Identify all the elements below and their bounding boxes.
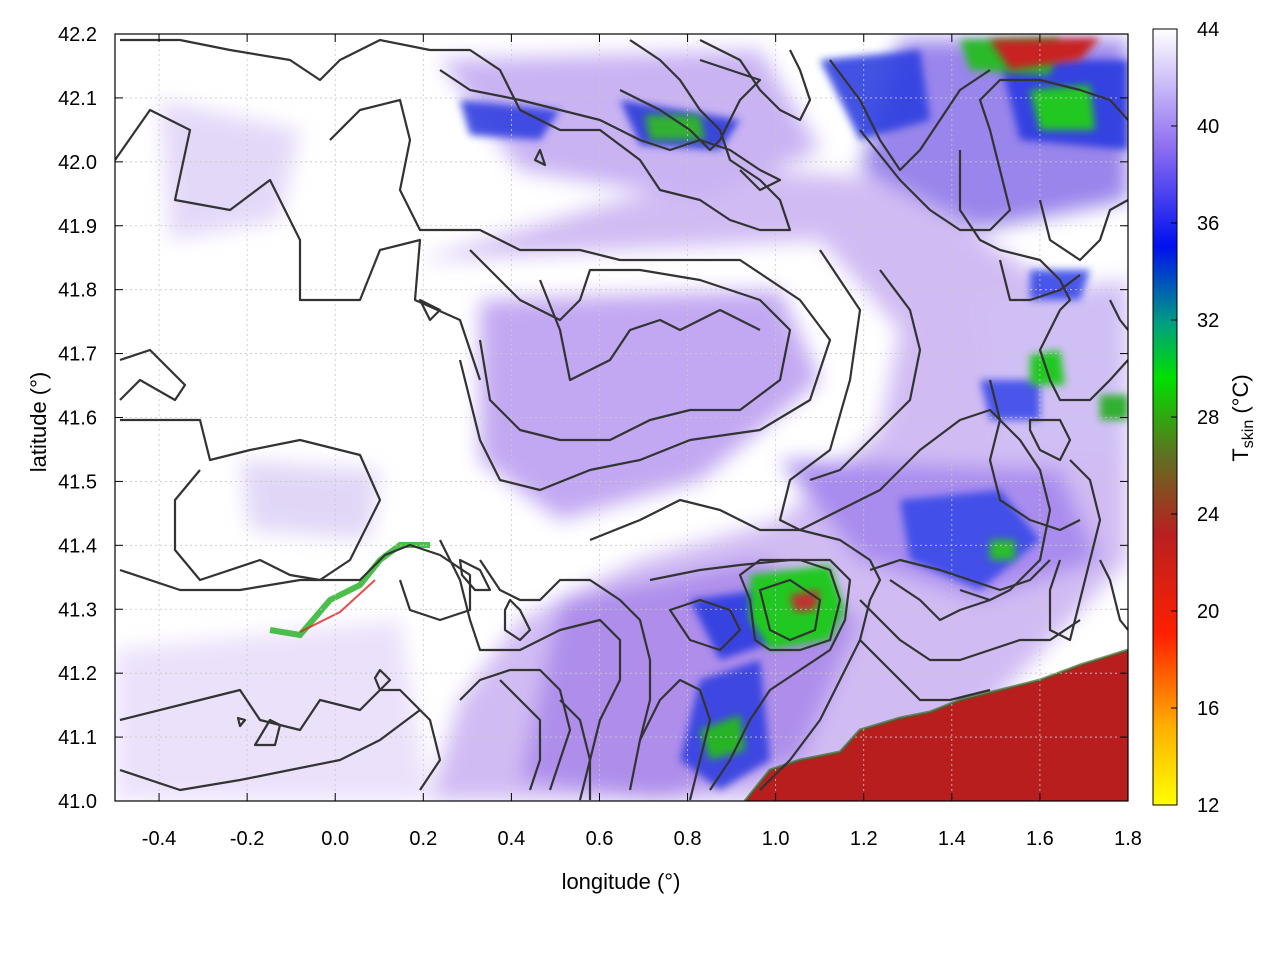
y-tick-label: 41.9 xyxy=(58,216,97,238)
colorbar-tick-label: 40 xyxy=(1197,116,1219,138)
x-tick-label: 1.0 xyxy=(762,828,790,850)
colorbar-title-unit: (°C) xyxy=(1228,374,1253,419)
x-tick-label: 0.6 xyxy=(586,828,614,850)
y-tick-label: 41.7 xyxy=(58,344,97,366)
y-tick-label: 41.2 xyxy=(58,663,97,685)
x-tick-label: 1.6 xyxy=(1026,828,1054,850)
y-axis-title: latitude (°) xyxy=(26,372,51,473)
colorbar-tick-label: 32 xyxy=(1197,310,1219,332)
colorbar-title: Tskin (°C) xyxy=(1228,374,1257,461)
y-tick-label: 41.1 xyxy=(58,727,97,749)
elevation-contours xyxy=(115,38,1128,801)
x-tick-label: 1.2 xyxy=(850,828,878,850)
colorbar-tick-label: 16 xyxy=(1197,698,1219,720)
y-tick-label: 41.0 xyxy=(58,791,97,813)
x-tick-label: 0.4 xyxy=(497,828,525,850)
colorbar-ticks: 12 16 20 24 28 32 36 40 44 xyxy=(1171,19,1219,817)
x-tick-label: 1.4 xyxy=(938,828,966,850)
y-tick-label: 41.3 xyxy=(58,599,97,621)
x-tick-label: 1.8 xyxy=(1114,828,1142,850)
colorbar-tick-label: 44 xyxy=(1197,19,1219,41)
x-tick-label: -0.4 xyxy=(142,828,176,850)
y-tick-label: 42.1 xyxy=(58,88,97,110)
y-tick-label: 42.2 xyxy=(58,24,97,46)
y-tick-label: 41.5 xyxy=(58,471,97,493)
colorbar-tick-label: 24 xyxy=(1197,504,1219,526)
y-tick-label: 41.6 xyxy=(58,408,97,430)
x-axis-title: longitude (°) xyxy=(562,869,681,894)
x-tick-label: -0.2 xyxy=(230,828,264,850)
colorbar-tick-label: 20 xyxy=(1197,601,1219,623)
y-tick-label: 41.4 xyxy=(58,535,97,557)
colorbar-tick-label: 12 xyxy=(1197,795,1219,817)
colorbar-title-sub: skin xyxy=(1240,420,1257,448)
colorbar-title-main: T xyxy=(1228,448,1253,461)
x-axis: -0.4 -0.2 0.0 0.2 0.4 0.6 0.8 1.0 1.2 1.4 1.6 1.8 xyxy=(142,34,1142,850)
sea-area xyxy=(745,650,1128,801)
x-tick-label: 0.8 xyxy=(674,828,702,850)
y-axis: 41.0 41.1 41.2 41.3 41.4 41.5 41.6 41.7 41.8 41.9… xyxy=(58,24,1128,813)
colorbar-tick-label: 36 xyxy=(1197,213,1219,235)
x-tick-label: 0.2 xyxy=(409,828,437,850)
x-tick-label: 0.0 xyxy=(321,828,349,850)
y-tick-label: 42.0 xyxy=(58,152,97,174)
y-tick-label: 41.8 xyxy=(58,280,97,302)
colorbar-tick-label: 28 xyxy=(1197,407,1219,429)
